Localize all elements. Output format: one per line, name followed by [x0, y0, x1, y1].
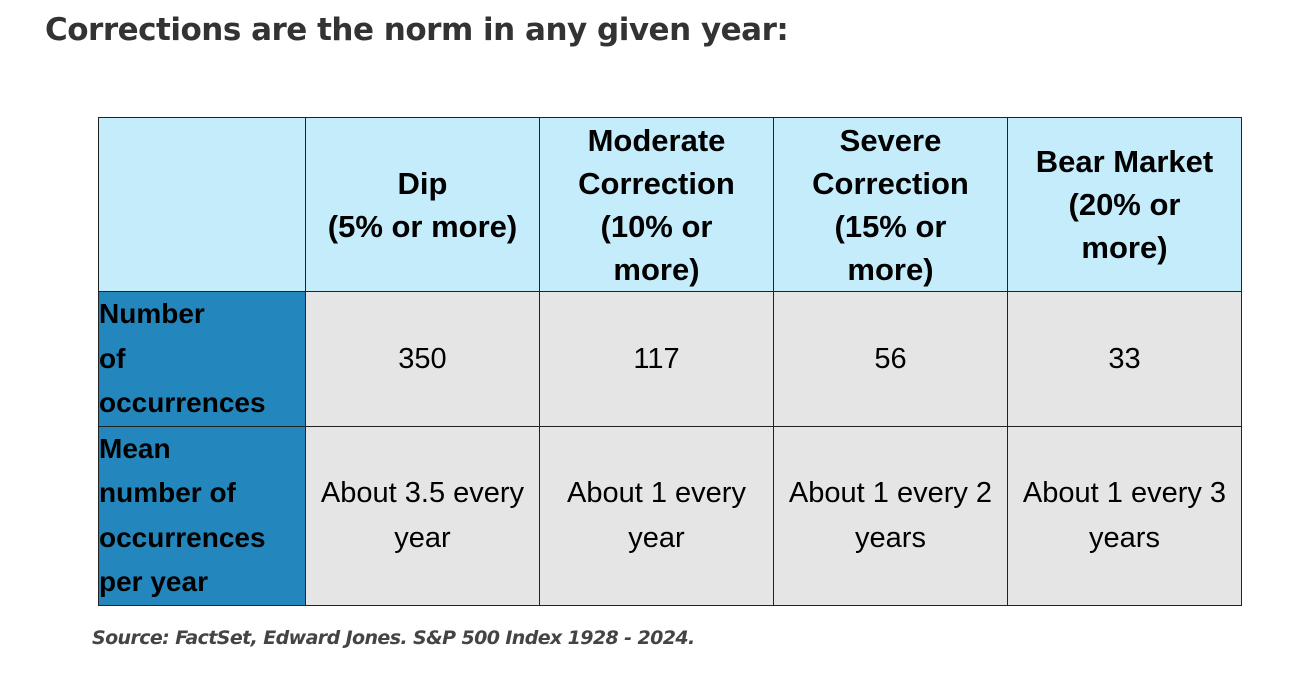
- row-header-line: per year: [99, 566, 208, 597]
- corrections-table: Dip (5% or more) Moderate Correction (10…: [98, 117, 1242, 606]
- header-line: (20% or: [1068, 187, 1181, 222]
- source-caption: Source: FactSet, Edward Jones. S&P 500 I…: [92, 627, 695, 649]
- column-header-moderate-correction: Moderate Correction (10% or more): [539, 117, 774, 292]
- table-header-row: Dip (5% or more) Moderate Correction (10…: [98, 117, 1242, 292]
- cell-line: years: [855, 521, 926, 554]
- column-header-severe-correction: Severe Correction (15% or more): [773, 117, 1008, 292]
- row-header-line: occurrences: [99, 387, 266, 418]
- header-line: Moderate: [587, 122, 726, 158]
- header-line: more): [613, 251, 700, 287]
- cell-line: years: [1089, 521, 1160, 554]
- header-line: more): [1081, 230, 1168, 265]
- cell-line: About 1 every: [567, 477, 746, 509]
- header-line: Severe: [839, 122, 942, 158]
- corner-cell: [98, 117, 306, 292]
- header-line: Bear Market: [1035, 144, 1214, 179]
- cell-line: About 3.5 every: [320, 477, 525, 509]
- cell-line: year: [394, 521, 451, 554]
- header-line: (5% or more): [327, 208, 518, 244]
- row-header-line: Mean: [99, 432, 171, 464]
- column-header-bear-market: Bear Market (20% or more): [1007, 117, 1242, 292]
- header-line: (15% or: [834, 208, 947, 244]
- cell-dip-count: 350: [305, 291, 540, 427]
- cell-line: year: [628, 521, 685, 554]
- cell-moderate-correction-count: 117: [539, 291, 774, 427]
- cell-bear-market-count: 33: [1007, 291, 1242, 427]
- header-line: (10% or: [600, 208, 713, 244]
- header-line: Dip: [397, 165, 448, 201]
- row-header-line: Number: [99, 298, 205, 329]
- table-row-number-of-occurrences: Number of occurrences 350 117 56 33: [98, 291, 1242, 427]
- page-heading: Corrections are the norm in any given ye…: [45, 12, 789, 48]
- row-header-number-of-occurrences: Number of occurrences: [98, 291, 306, 427]
- cell-bear-market-frequency: About 1 every 3 years: [1007, 425, 1242, 606]
- cell-moderate-correction-frequency: About 1 every year: [539, 425, 774, 606]
- row-header-line: number of: [99, 477, 236, 508]
- table-row-mean-occurrences: Mean number of occurrences per year Abou…: [98, 425, 1242, 606]
- row-header-line: occurrences: [99, 521, 266, 553]
- header-line: Correction: [578, 165, 735, 201]
- cell-severe-correction-count: 56: [773, 291, 1008, 427]
- header-line: more): [847, 251, 934, 287]
- cell-severe-correction-frequency: About 1 every 2 years: [773, 425, 1008, 606]
- cell-dip-frequency: About 3.5 every year: [305, 425, 540, 606]
- row-header-mean-occurrences: Mean number of occurrences per year: [98, 425, 306, 606]
- cell-line: About 1 every 3: [1022, 477, 1227, 509]
- cell-line: About 1 every 2: [788, 477, 993, 509]
- header-line: Correction: [812, 165, 969, 201]
- row-header-line: of: [99, 342, 126, 374]
- column-header-dip: Dip (5% or more): [305, 117, 540, 292]
